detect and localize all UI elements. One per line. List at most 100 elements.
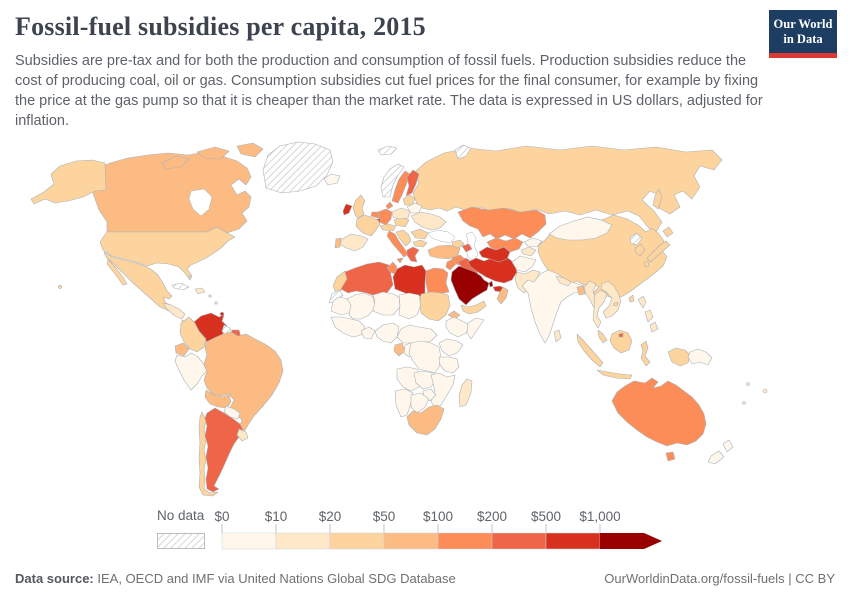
country-qatar[interactable] (488, 280, 494, 288)
country-sulawesi[interactable] (640, 340, 651, 367)
country-japan-honshu[interactable] (646, 240, 671, 263)
country-bolivia[interactable] (204, 389, 232, 409)
legend-no-data[interactable]: No data (157, 507, 205, 554)
country-canada[interactable] (89, 151, 252, 234)
country-egypt[interactable] (425, 267, 450, 295)
country-switzerland-austria[interactable] (379, 223, 397, 232)
country-uruguay[interactable] (236, 428, 249, 442)
country-ecuador[interactable] (174, 342, 190, 357)
legend-bin-7-arrow[interactable] (600, 533, 662, 549)
country-libya[interactable] (392, 264, 427, 298)
country-benelux[interactable] (370, 211, 379, 219)
country-spain[interactable] (339, 233, 369, 252)
country-sri-lanka[interactable] (553, 329, 562, 343)
country-cuba[interactable] (171, 282, 190, 291)
country-west-africa[interactable] (330, 316, 366, 338)
country-poland[interactable] (391, 207, 411, 220)
country-new-zealand-south[interactable] (707, 450, 725, 465)
country-colombia[interactable] (179, 316, 207, 353)
country-guatemala-region[interactable] (162, 302, 186, 320)
owid-link[interactable]: OurWorldinData.org/fossil-fuels | CC BY (604, 571, 835, 586)
country-svalbard[interactable] (377, 145, 398, 156)
country-united-kingdom[interactable] (352, 194, 366, 219)
legend-no-data-swatch[interactable] (157, 533, 205, 549)
country-mongolia[interactable] (548, 216, 613, 241)
country-niger[interactable] (372, 291, 401, 316)
country-sakhalin[interactable] (652, 188, 663, 210)
country-canada-arctic[interactable] (161, 142, 264, 170)
country-madagascar[interactable] (458, 378, 473, 408)
legend-bin-3[interactable] (383, 532, 439, 550)
country-ethiopia[interactable] (445, 316, 471, 338)
country-indochina[interactable] (600, 280, 622, 319)
country-iceland[interactable] (323, 173, 341, 186)
country-belarus[interactable] (406, 202, 423, 214)
country-tanzania[interactable] (438, 356, 460, 374)
country-france[interactable] (355, 214, 381, 237)
country-argentina[interactable] (204, 407, 244, 493)
country-north-korea[interactable] (629, 232, 643, 246)
country-pacific-2[interactable] (762, 388, 768, 394)
legend-bin-0[interactable] (221, 532, 277, 550)
country-somalia[interactable] (466, 317, 485, 340)
country-hispaniola[interactable] (194, 287, 206, 295)
country-sudan[interactable] (419, 291, 451, 322)
owid-logo[interactable]: Our World in Data (769, 10, 837, 58)
country-caribbean-3[interactable] (214, 301, 218, 305)
legend-bin-6[interactable] (545, 532, 601, 550)
country-chile[interactable] (198, 411, 219, 497)
country-alaska[interactable] (30, 159, 107, 205)
country-new-guinea-west[interactable] (667, 347, 691, 367)
country-namibia[interactable] (394, 388, 414, 418)
country-hainan[interactable] (612, 301, 619, 307)
country-uzbekistan[interactable] (486, 237, 524, 253)
country-drc[interactable] (408, 340, 442, 374)
country-papua-new-guinea[interactable] (687, 348, 713, 366)
country-united-states[interactable] (99, 226, 236, 281)
country-caribbean-1[interactable] (187, 275, 191, 279)
country-australia[interactable] (611, 377, 707, 447)
country-philippines-visayas[interactable] (644, 309, 654, 323)
country-brunei[interactable] (618, 332, 624, 338)
country-bulgaria[interactable] (412, 239, 428, 248)
country-sumatra[interactable] (576, 333, 604, 368)
country-greece[interactable] (406, 246, 420, 263)
country-ireland[interactable] (342, 203, 353, 216)
country-south-korea[interactable] (634, 243, 646, 257)
country-turkmenistan[interactable] (478, 246, 511, 263)
country-thailand[interactable] (592, 289, 608, 329)
country-novaya-zemlya[interactable] (454, 144, 472, 160)
country-pacific-3[interactable] (742, 401, 746, 405)
country-pacific-1[interactable] (746, 382, 750, 386)
country-caribbean-2[interactable] (208, 294, 212, 298)
country-philippines-mindanao[interactable] (649, 321, 659, 333)
legend-bin-5[interactable] (491, 532, 547, 550)
country-kazakhstan[interactable] (457, 206, 547, 240)
country-peru[interactable] (174, 352, 208, 391)
country-finland[interactable] (405, 169, 420, 197)
legend-bin-2[interactable] (329, 532, 385, 550)
country-borneo[interactable] (609, 329, 633, 354)
country-italy[interactable] (386, 230, 409, 264)
country-botswana[interactable] (410, 392, 430, 414)
country-balkans[interactable] (395, 229, 412, 247)
legend-bin-4[interactable] (437, 532, 493, 550)
country-russia[interactable] (412, 145, 723, 235)
country-uganda-kenya[interactable] (438, 338, 464, 357)
country-germany[interactable] (377, 208, 393, 226)
country-paraguay[interactable] (223, 405, 241, 420)
country-gabon[interactable] (393, 342, 406, 357)
country-java[interactable] (596, 369, 633, 380)
country-denmark[interactable] (385, 201, 394, 210)
country-baltics[interactable] (402, 194, 416, 206)
country-ghana-benin[interactable] (360, 326, 376, 340)
country-japan-kyushu[interactable] (643, 260, 650, 268)
country-philippines-luzon[interactable] (637, 295, 647, 309)
country-hawaii[interactable] (58, 285, 62, 289)
country-norway[interactable] (380, 163, 405, 198)
country-mozambique[interactable] (430, 372, 456, 410)
country-nigeria[interactable] (374, 322, 400, 344)
country-saudi-arabia[interactable] (450, 265, 490, 306)
country-nepal[interactable] (555, 275, 572, 287)
country-taiwan[interactable] (628, 294, 635, 303)
